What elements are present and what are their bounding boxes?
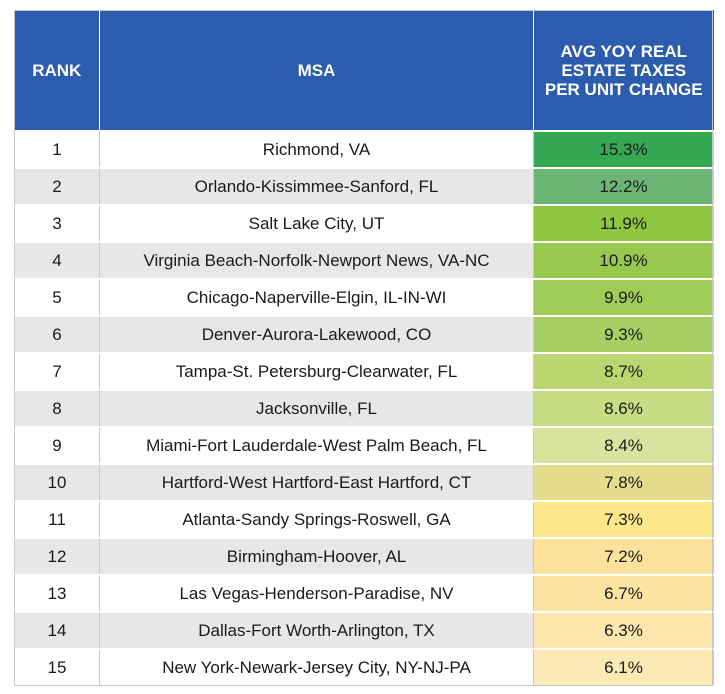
msa-cell: Richmond, VA bbox=[99, 130, 534, 169]
rank-cell: 5 bbox=[14, 278, 100, 317]
table-row: 3 Salt Lake City, UT 11.9% bbox=[14, 204, 714, 243]
msa-cell: Dallas-Fort Worth-Arlington, TX bbox=[99, 611, 534, 650]
value-cell: 6.3% bbox=[533, 611, 714, 650]
table-row: 5 Chicago-Naperville-Elgin, IL-IN-WI 9.9% bbox=[14, 278, 714, 317]
msa-column-header: MSA bbox=[99, 10, 534, 131]
value-cell: 7.8% bbox=[533, 463, 714, 502]
rank-cell: 12 bbox=[14, 537, 100, 576]
msa-cell: Orlando-Kissimmee-Sanford, FL bbox=[99, 167, 534, 206]
table-row: 11 Atlanta-Sandy Springs-Roswell, GA 7.3% bbox=[14, 500, 714, 539]
rank-column-header: RANK bbox=[14, 10, 100, 131]
rank-cell: 4 bbox=[14, 241, 100, 280]
rank-cell: 15 bbox=[14, 648, 100, 687]
table-row: 13 Las Vegas-Henderson-Paradise, NV 6.7% bbox=[14, 574, 714, 613]
value-cell: 6.7% bbox=[533, 574, 714, 613]
rank-cell: 6 bbox=[14, 315, 100, 354]
header-row: RANK MSA AVG YOY REAL ESTATE TAXES PER U… bbox=[14, 10, 714, 131]
rank-cell: 2 bbox=[14, 167, 100, 206]
rank-cell: 10 bbox=[14, 463, 100, 502]
value-cell: 8.6% bbox=[533, 389, 714, 428]
value-cell: 11.9% bbox=[533, 204, 714, 243]
value-cell: 8.4% bbox=[533, 426, 714, 465]
value-cell: 7.2% bbox=[533, 537, 714, 576]
value-cell: 12.2% bbox=[533, 167, 714, 206]
msa-cell: Chicago-Naperville-Elgin, IL-IN-WI bbox=[99, 278, 534, 317]
rank-cell: 1 bbox=[14, 130, 100, 169]
table-row: 1 Richmond, VA 15.3% bbox=[14, 130, 714, 169]
msa-cell: Miami-Fort Lauderdale-West Palm Beach, F… bbox=[99, 426, 534, 465]
msa-cell: New York-Newark-Jersey City, NY-NJ-PA bbox=[99, 648, 534, 687]
table-row: 9 Miami-Fort Lauderdale-West Palm Beach, … bbox=[14, 426, 714, 465]
msa-cell: Atlanta-Sandy Springs-Roswell, GA bbox=[99, 500, 534, 539]
rank-cell: 9 bbox=[14, 426, 100, 465]
value-cell: 15.3% bbox=[533, 130, 714, 169]
msa-cell: Hartford-West Hartford-East Hartford, CT bbox=[99, 463, 534, 502]
table-row: 10 Hartford-West Hartford-East Hartford, … bbox=[14, 463, 714, 502]
rank-cell: 14 bbox=[14, 611, 100, 650]
msa-cell: Birmingham-Hoover, AL bbox=[99, 537, 534, 576]
table-row: 8 Jacksonville, FL 8.6% bbox=[14, 389, 714, 428]
table-row: 6 Denver-Aurora-Lakewood, CO 9.3% bbox=[14, 315, 714, 354]
value-cell: 10.9% bbox=[533, 241, 714, 280]
rank-cell: 11 bbox=[14, 500, 100, 539]
value-column-header: AVG YOY REAL ESTATE TAXES PER UNIT CHANG… bbox=[533, 10, 714, 131]
table-row: 15 New York-Newark-Jersey City, NY-NJ-PA 6… bbox=[14, 648, 714, 687]
rankings-table: RANK MSA AVG YOY REAL ESTATE TAXES PER U… bbox=[14, 10, 714, 687]
rank-cell: 3 bbox=[14, 204, 100, 243]
rank-cell: 8 bbox=[14, 389, 100, 428]
value-cell: 6.1% bbox=[533, 648, 714, 687]
value-cell: 7.3% bbox=[533, 500, 714, 539]
msa-cell: Las Vegas-Henderson-Paradise, NV bbox=[99, 574, 534, 613]
msa-cell: Jacksonville, FL bbox=[99, 389, 534, 428]
value-cell: 9.3% bbox=[533, 315, 714, 354]
msa-cell: Tampa-St. Petersburg-Clearwater, FL bbox=[99, 352, 534, 391]
table-row: 7 Tampa-St. Petersburg-Clearwater, FL 8.7% bbox=[14, 352, 714, 391]
table-row: 4 Virginia Beach-Norfolk-Newport News, VA… bbox=[14, 241, 714, 280]
rank-cell: 7 bbox=[14, 352, 100, 391]
table-row: 12 Birmingham-Hoover, AL 7.2% bbox=[14, 537, 714, 576]
value-cell: 8.7% bbox=[533, 352, 714, 391]
table-row: 14 Dallas-Fort Worth-Arlington, TX 6.3% bbox=[14, 611, 714, 650]
rank-cell: 13 bbox=[14, 574, 100, 613]
msa-cell: Denver-Aurora-Lakewood, CO bbox=[99, 315, 534, 354]
value-cell: 9.9% bbox=[533, 278, 714, 317]
msa-cell: Virginia Beach-Norfolk-Newport News, VA-… bbox=[99, 241, 534, 280]
msa-cell: Salt Lake City, UT bbox=[99, 204, 534, 243]
table-row: 2 Orlando-Kissimmee-Sanford, FL 12.2% bbox=[14, 167, 714, 206]
